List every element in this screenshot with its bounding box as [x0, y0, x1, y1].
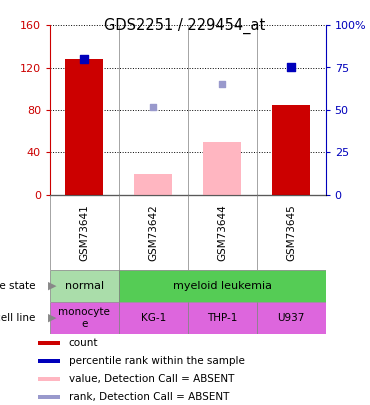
Text: GSM73644: GSM73644 [217, 204, 227, 261]
Bar [134, 174, 172, 195]
Text: GDS2251 / 229454_at: GDS2251 / 229454_at [104, 18, 266, 34]
Bar [50, 270, 119, 302]
Bar [257, 302, 326, 334]
Text: count: count [69, 338, 98, 348]
Point [219, 81, 225, 88]
Bar [119, 270, 326, 302]
Bar [188, 302, 257, 334]
Text: cell line: cell line [0, 313, 35, 323]
Text: ▶: ▶ [48, 313, 57, 323]
Text: KG-1: KG-1 [141, 313, 166, 323]
Text: GSM73645: GSM73645 [286, 204, 296, 261]
Bar [272, 104, 310, 195]
Text: ▶: ▶ [48, 281, 57, 291]
Bar [50, 302, 119, 334]
Point [150, 103, 156, 110]
Point [81, 56, 87, 62]
Text: value, Detection Call = ABSENT: value, Detection Call = ABSENT [69, 374, 234, 384]
Bar [119, 302, 188, 334]
Bar [38, 395, 60, 399]
Text: THP-1: THP-1 [207, 313, 238, 323]
Text: normal: normal [65, 281, 104, 291]
Text: myeloid leukemia: myeloid leukemia [173, 281, 272, 291]
Text: disease state: disease state [0, 281, 35, 291]
Text: GSM73641: GSM73641 [80, 204, 90, 261]
Text: monocyte
e: monocyte e [58, 307, 110, 329]
Text: GSM73642: GSM73642 [148, 204, 158, 261]
Text: rank, Detection Call = ABSENT: rank, Detection Call = ABSENT [69, 392, 229, 402]
Text: U937: U937 [278, 313, 305, 323]
Text: percentile rank within the sample: percentile rank within the sample [69, 356, 245, 366]
Point [288, 64, 294, 71]
Bar [203, 142, 241, 195]
Bar [38, 377, 60, 381]
Bar [65, 59, 103, 195]
Bar [38, 341, 60, 345]
Bar [38, 359, 60, 363]
